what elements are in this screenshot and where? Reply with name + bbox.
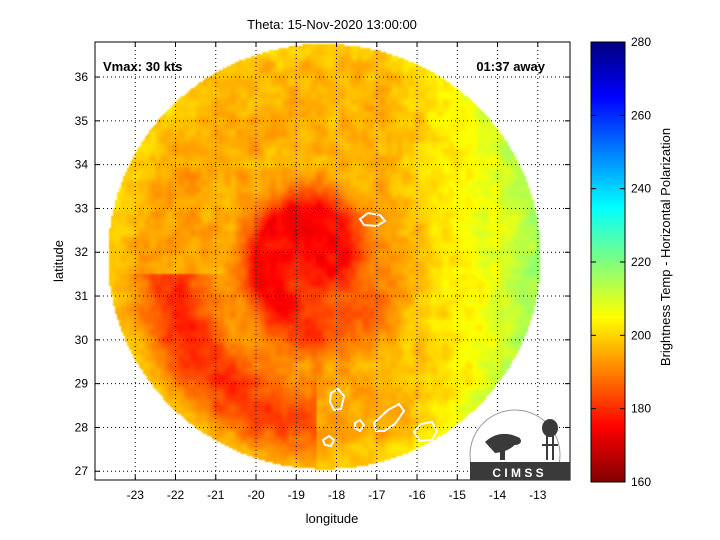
y-tick-label: 30	[75, 333, 89, 347]
x-tick-label: -16	[408, 488, 426, 502]
cimss-logo: C I M S S	[469, 409, 570, 480]
x-tick-label: -18	[328, 488, 346, 502]
vmax-annotation: Vmax: 30 kts	[103, 59, 183, 74]
time-away-annotation: 01:37 away	[476, 59, 545, 74]
colorbar-tick-label: 220	[631, 255, 651, 269]
x-tick-label: -17	[368, 488, 386, 502]
x-tick-label: -23	[127, 488, 145, 502]
logo-text: C I M S S	[492, 466, 543, 480]
colorbar-tick-label: 240	[631, 182, 651, 196]
x-tick-label: -14	[489, 488, 507, 502]
x-axis-label: longitude	[306, 511, 359, 526]
y-tick-label: 31	[75, 289, 89, 303]
colorbar-tick-label: 200	[631, 328, 651, 342]
colorbar-tick-label: 180	[631, 402, 651, 416]
y-tick-label: 35	[75, 114, 89, 128]
coastline-outline	[358, 211, 387, 228]
colorbar-tick-label: 260	[631, 108, 651, 122]
x-tick-label: -20	[247, 488, 265, 502]
x-tick-label: -19	[288, 488, 306, 502]
coastline-outline	[328, 387, 346, 412]
logo-band	[470, 462, 570, 480]
y-tick-label: 28	[75, 420, 89, 434]
coastline-outline	[372, 402, 406, 432]
y-tick-label: 34	[75, 158, 89, 172]
x-axis: -23 -22 -21 -20 -19 -18 -17 -16 -15 -14 -13	[127, 42, 547, 502]
coastline-outline	[412, 420, 439, 443]
colorbar-label: Brightness Temp - Horizontal Polarizatio…	[658, 128, 673, 366]
y-tick-label: 29	[75, 377, 89, 391]
y-tick-label: 27	[75, 464, 89, 478]
water-tower-icon	[542, 419, 558, 460]
x-tick-label: -21	[207, 488, 225, 502]
axes-box	[94, 41, 571, 481]
x-tick-label: -22	[167, 488, 185, 502]
y-tick-label: 32	[75, 245, 89, 259]
coastline-outline	[494, 373, 517, 393]
colorbar	[590, 41, 626, 483]
colorbar-axis: 160 180 200 220 240 260 280	[591, 35, 651, 489]
y-axis: 27 28 29 30 31 32 33 34 35 36	[75, 70, 570, 478]
colorbar-tick-label: 280	[631, 35, 651, 49]
y-axis-label: latitude	[51, 240, 66, 282]
coastline-outline	[321, 434, 336, 448]
colorbar-tick-label: 160	[631, 475, 651, 489]
y-tick-label: 33	[75, 201, 89, 215]
chart-title: Theta: 15-Nov-2020 13:00:00	[247, 17, 417, 32]
y-tick-label: 36	[75, 70, 89, 84]
satellite-dish-icon	[485, 433, 521, 460]
x-tick-label: -15	[449, 488, 467, 502]
x-tick-label: -13	[529, 488, 547, 502]
